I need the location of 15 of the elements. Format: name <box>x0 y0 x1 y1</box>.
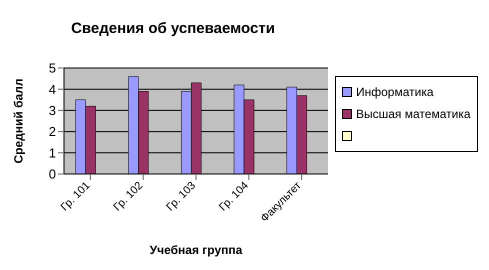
legend-label: Информатика <box>356 85 434 99</box>
x-tick-label: Гр. 104 <box>217 180 251 214</box>
x-tick-label: Гр. 101 <box>58 180 93 214</box>
y-tick-label: 4 <box>48 82 56 97</box>
x-tick-label: Гр. 102 <box>111 180 146 214</box>
y-tick-label: 3 <box>48 103 56 118</box>
y-tick-label: 2 <box>48 124 56 140</box>
y-tick-label: 1 <box>48 145 56 160</box>
y-axis-title: Средний балл <box>11 78 26 164</box>
y-tick-label: 0 <box>48 166 56 182</box>
x-axis-title: Учебная группа <box>150 243 243 257</box>
legend-label: Высшая математика <box>356 107 471 121</box>
x-tick-label: Гр. 103 <box>164 180 198 214</box>
y-tick-label: 5 <box>48 60 56 76</box>
chart-title: Сведения об успеваемости <box>70 20 276 37</box>
